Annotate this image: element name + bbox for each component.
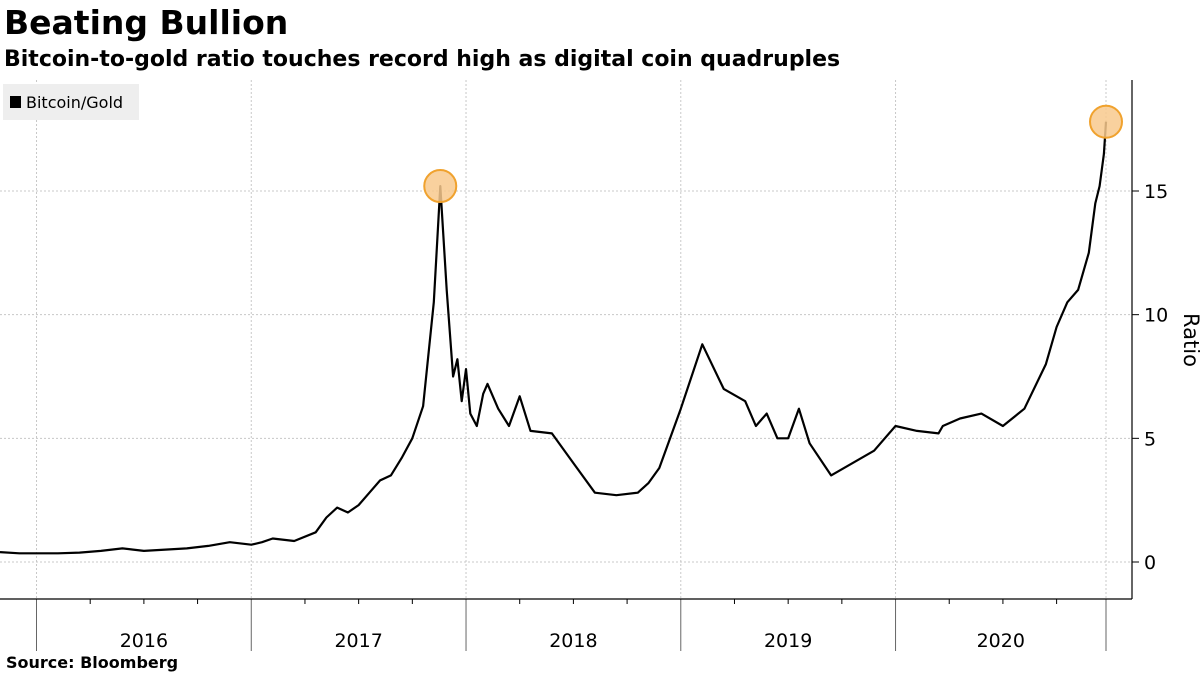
- legend-label-bitcoin-gold: Bitcoin/Gold: [26, 93, 123, 112]
- series-line-bitcoin-gold: [0, 121, 1108, 555]
- x-tick-label-2019: 2019: [764, 630, 812, 652]
- y-tick-label-10: 10: [1144, 305, 1168, 327]
- y-axis-label: Ratio: [1179, 313, 1200, 367]
- y-tick-label-15: 15: [1144, 181, 1168, 203]
- series-bitcoin-gold: [0, 121, 1108, 555]
- chart-subtitle: Bitcoin-to-gold ratio touches record hig…: [4, 47, 841, 72]
- x-tick-label-2016: 2016: [120, 630, 168, 652]
- legend-background: [3, 84, 139, 120]
- chart-title: Beating Bullion: [4, 3, 289, 42]
- x-tick-label-2017: 2017: [334, 630, 382, 652]
- source-note: Source: Bloomberg: [6, 653, 179, 672]
- highlight-circle-2: [1089, 104, 1123, 139]
- x-tick-label-2020: 2020: [977, 630, 1025, 652]
- axes: 0 5 10 15 2016 2017 2018 2019 2020: [0, 80, 1168, 652]
- grid-lines: [0, 80, 1132, 599]
- highlight-circle-1: [423, 169, 458, 204]
- x-tick-label-2018: 2018: [549, 630, 597, 652]
- y-tick-label-0: 0: [1144, 552, 1156, 574]
- y-tick-label-5: 5: [1144, 428, 1156, 450]
- highlight-markers: [423, 104, 1123, 204]
- legend: Bitcoin/Gold: [3, 84, 139, 120]
- legend-swatch-bitcoin-gold: [10, 96, 21, 108]
